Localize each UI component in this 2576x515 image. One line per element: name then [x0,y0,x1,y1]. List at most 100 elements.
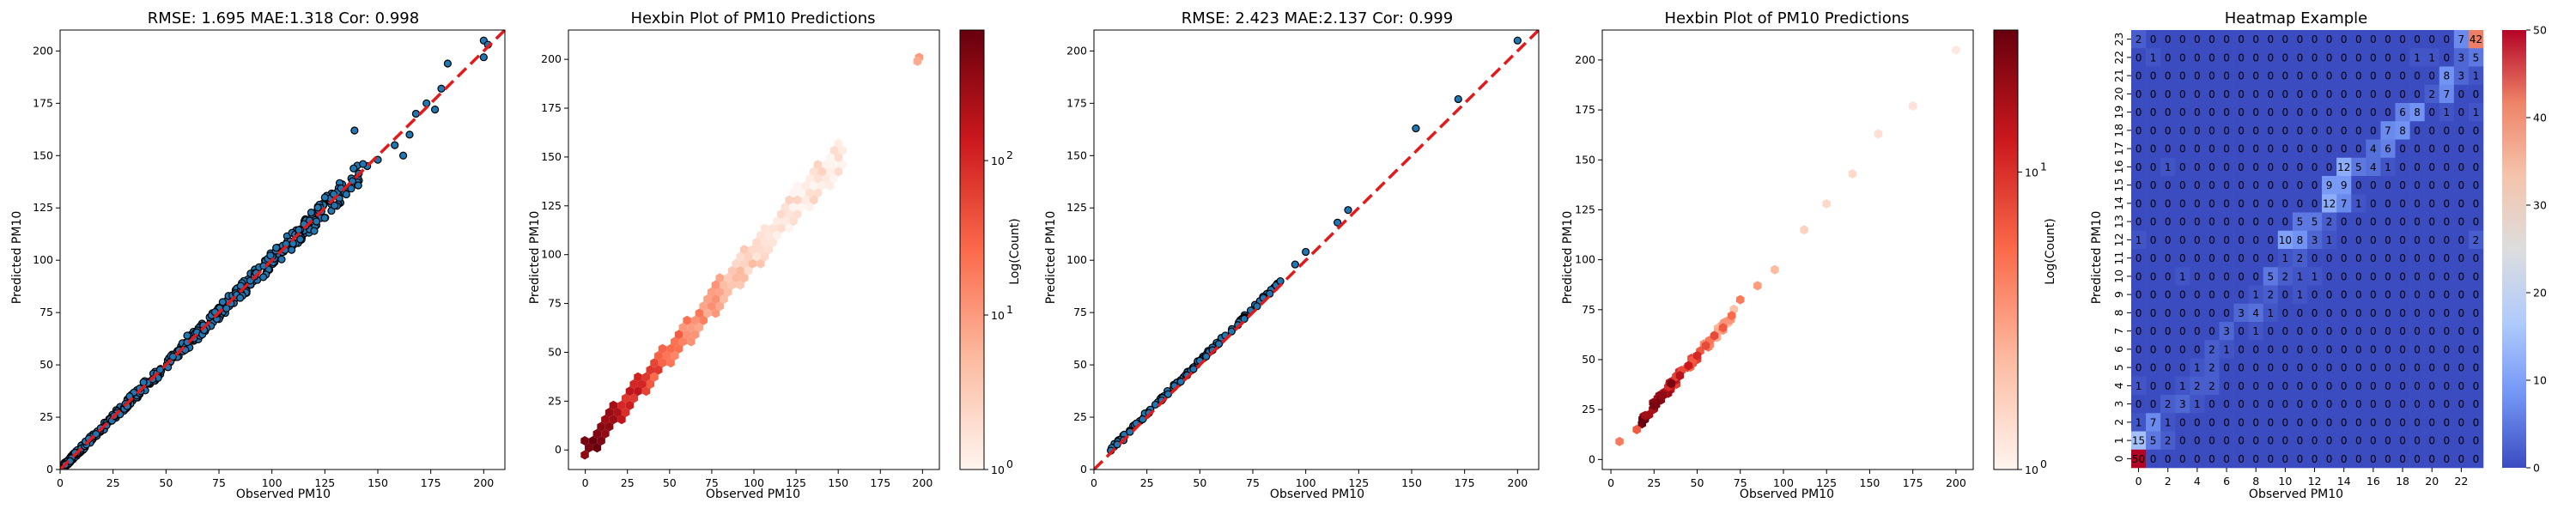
panel-5-cell-value: 0 [2355,453,2362,465]
panel-5-cell-value: 6 [2399,106,2406,118]
panel-5-cell-value: 0 [2428,33,2435,45]
panel-5-heatmap-cell [2146,66,2161,86]
panel-2-hex-cell [813,173,823,184]
panel-5-heatmap-cell [2366,413,2381,432]
panel-2-colorbar-tick-label: 10 [991,309,1005,322]
panel-5-cell-value: 2 [2297,252,2304,264]
panel-5-heatmap-cell [2351,358,2366,378]
panel-5-cell-value: 0 [2179,416,2186,428]
panel-5-heatmap-cell [2248,48,2264,67]
panel-2-xtick-label: 125 [786,476,806,489]
panel-1-point [347,185,355,193]
panel-5-heatmap-cell [2190,340,2205,359]
panel-5-heatmap-cell [2395,376,2410,396]
panel-5-heatmap-cell [2409,66,2425,86]
panel-5-heatmap-cell [2146,194,2161,213]
panel-2-hex-cell [641,386,651,397]
panel-5-heatmap-cell [2409,267,2425,286]
panel-5-heatmap-cell [2175,249,2190,268]
panel-5-heatmap-cell [2468,303,2484,323]
panel-5-ytick-label: 3 [2112,401,2125,408]
panel-5-cell-value: 0 [2297,124,2304,136]
panel-2-hex-cell [605,421,614,432]
panel-5-cell-value: 0 [2136,143,2142,155]
panel-2-hex-cell [756,258,765,269]
panel-5-heatmap-cell [2219,376,2234,396]
panel-5-cell-value: 3 [2458,70,2465,82]
panel-5-cell-value: 0 [2428,398,2435,410]
panel-5-heatmap-cell [2366,121,2381,140]
panel-1-point [350,126,359,135]
panel-5-heatmap-cell [2131,303,2147,323]
panel-4-colorbar-tick-label: 10 [2025,166,2038,179]
panel-5-heatmap-cell [2453,376,2470,396]
panel-5-ytick-label: 16 [2112,160,2125,173]
panel-5-cell-value: 0 [2179,52,2186,64]
panel-5-cell-value: 0 [2326,416,2333,428]
panel-5-cell-value: 0 [2165,88,2172,100]
panel-4-xtick-label: 25 [1647,476,1661,489]
panel-5-heatmap-cell [2131,194,2147,213]
panel-5-cell-value: 0 [2136,216,2142,228]
panel-5-heatmap-cell [2351,66,2366,86]
panel-2-hex-cell [744,266,753,276]
panel-5-cell-value: 0 [2399,435,2406,447]
panel-5-cell-value: 0 [2312,124,2318,136]
panel-5-cell-value: 0 [2297,143,2304,155]
panel-5-cell-value: 0 [2238,124,2245,136]
panel-5-heatmap-cell [2248,84,2264,104]
panel-5-heatmap-cell [2204,230,2220,250]
panel-1-point [92,430,100,439]
panel-5-cell-value: 0 [2297,179,2304,191]
panel-5-cell-value: 0 [2282,197,2289,209]
panel-2-hex-cell [834,138,843,148]
panel-2-hex-cell [703,294,712,304]
panel-5-heatmap-cell [2453,66,2470,86]
panel-5-cell-value: 0 [2223,124,2230,136]
panel-3-reference-line [1094,30,1539,470]
panel-5-cell-value: 0 [2443,416,2450,428]
panel-5-heatmap-cell [2380,285,2396,305]
panel-5-heatmap-cell [2263,413,2279,432]
panel-5-cell-value: 0 [2414,161,2421,173]
panel-5-cell-value: 0 [2267,252,2274,264]
panel-2-hex-cell [646,379,655,389]
panel-5-heatmap-cell [2263,230,2279,250]
panel-5-heatmap-cell [2131,121,2147,140]
panel-5-heatmap-cell [2204,194,2220,213]
panel-5-heatmap-cell [2263,176,2279,195]
panel-5-cell-value: 0 [2458,234,2465,246]
panel-5-heatmap-cell [2322,376,2337,396]
panel-5-cell-value: 0 [2341,416,2348,428]
panel-4-ylabel: Predicted PM10 [1561,211,1575,305]
panel-5-cell-value: 0 [2165,216,2172,228]
panel-5-cell-value: 0 [2443,252,2450,264]
panel-5-ytick-label: 10 [2112,270,2125,283]
panel-5-heatmap-cell [2219,176,2234,195]
panel-5-heatmap-cell [2453,449,2470,469]
panel-5-heatmap-cell [2322,84,2337,104]
panel-2-ytick-label: 100 [541,248,562,261]
panel-5-heatmap-cell [2366,139,2381,159]
panel-5-ytick-label: 6 [2112,346,2125,353]
panel-5-cell-value: 0 [2443,33,2450,45]
panel-5-heatmap-cell [2175,431,2190,451]
panel-5-cell-value: 0 [2443,161,2450,173]
panel-5-cell-value: 0 [2179,343,2186,355]
panel-5-heatmap-cell [2424,249,2440,268]
panel-5-cell-value: 0 [2208,416,2215,428]
panel-5-heatmap-cell [2160,358,2176,378]
panel-5-cell-value: 0 [2399,453,2406,465]
panel-5-heatmap-cell [2190,48,2205,67]
panel-5-heatmap-cell [2277,66,2293,86]
panel-5-cell-value: 0 [2341,88,2348,100]
panel-2-hex-cell [687,323,696,332]
panel-5-colorbar-tick-label: 10 [2533,374,2547,387]
panel-5-cell-value: 0 [2267,143,2274,155]
panel-5-cell-value: 0 [2428,252,2435,264]
panel-5-cell-value: 0 [2238,106,2245,118]
panel-4-hex-cell [1684,360,1693,371]
panel-5-cell-value: 0 [2385,416,2391,428]
panel-5-heatmap-cell [2424,176,2440,195]
